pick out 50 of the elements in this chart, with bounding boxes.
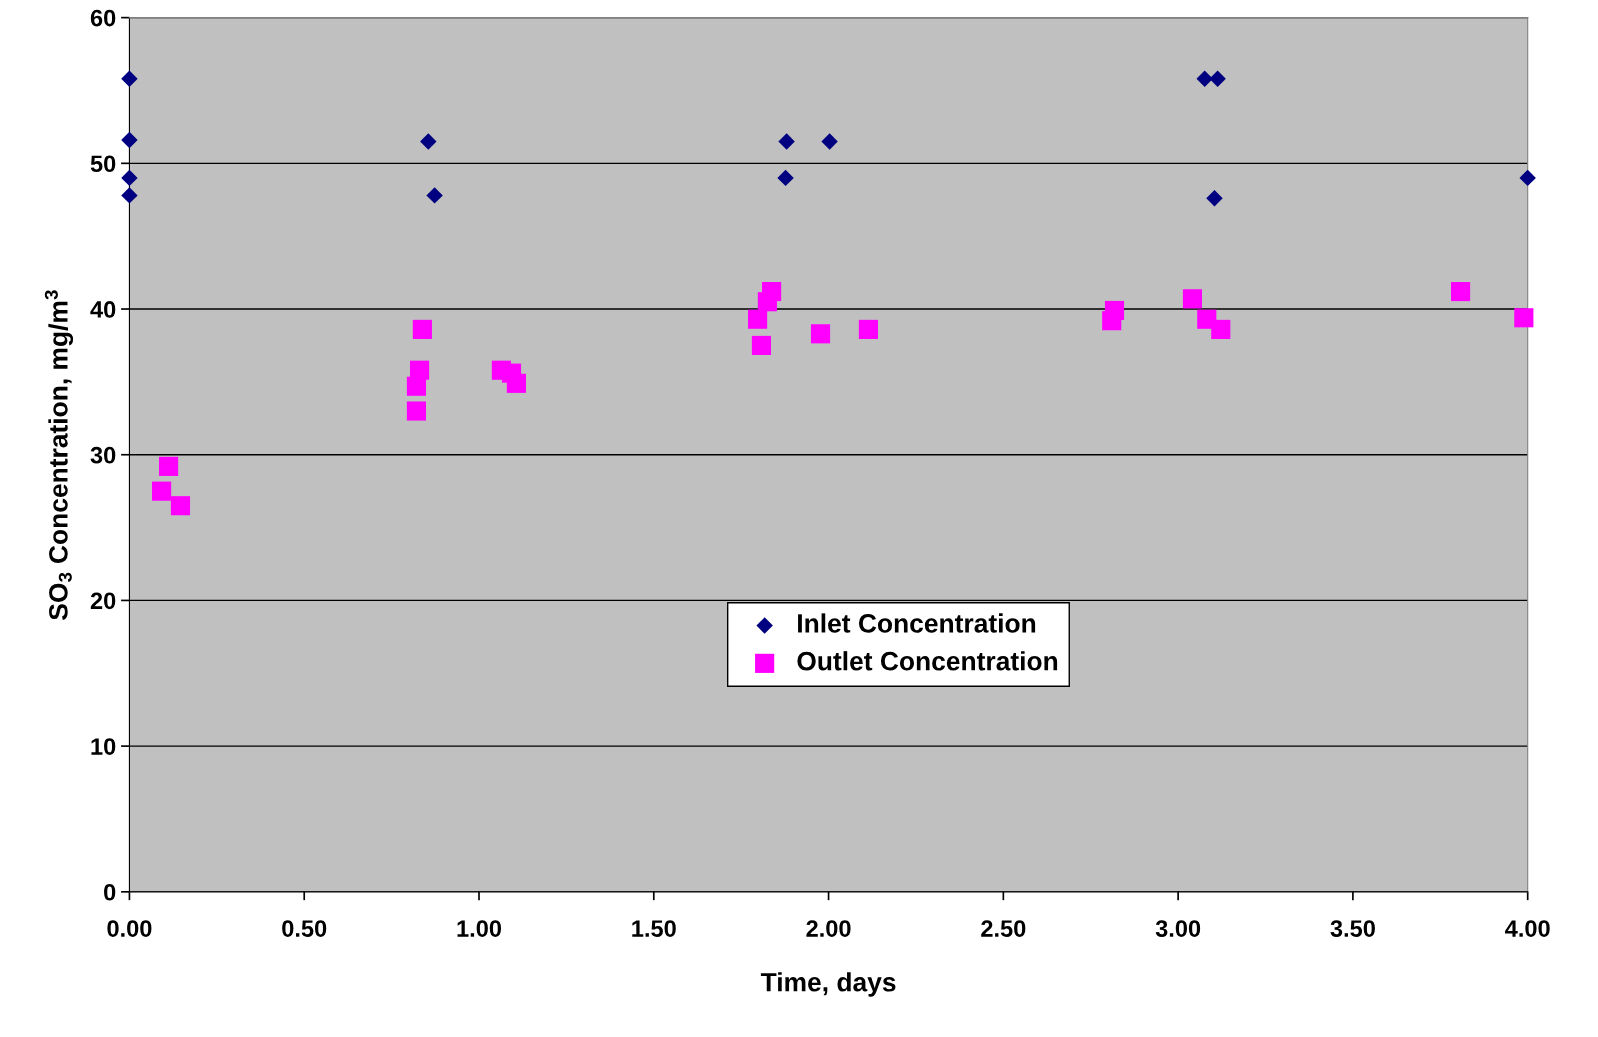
x-tick-label: 3.00: [1155, 920, 1201, 937]
point: [159, 456, 179, 476]
x-tick-label: 2.00: [806, 920, 851, 937]
point: [810, 324, 831, 344]
y-tick-label: 10: [91, 738, 116, 755]
point: [420, 133, 437, 150]
point: [406, 401, 426, 421]
point: [1514, 308, 1534, 328]
point: [1196, 70, 1213, 88]
point: [412, 319, 432, 339]
point: [121, 70, 138, 88]
x-tick-label: 1.00: [457, 920, 502, 937]
point: [121, 187, 138, 204]
x-axis-title: Time, days: [760, 972, 896, 997]
point: [751, 335, 772, 356]
point: [748, 309, 768, 329]
y-tick-label: 0: [104, 883, 116, 901]
y-axis-title: SO$_{3}$ Concentration, mg/m$^{3}$: [44, 290, 74, 620]
point: [858, 319, 878, 339]
point: [1104, 300, 1125, 321]
point: [1519, 169, 1536, 187]
y-tick-label: 30: [90, 446, 116, 464]
x-tick-label: 3.50: [1330, 920, 1375, 937]
x-tick-label: 0.00: [107, 920, 152, 937]
x-tick-label: 0.50: [282, 920, 327, 937]
point: [121, 169, 138, 187]
x-tick-label: 1.50: [632, 920, 676, 937]
point: [426, 187, 443, 204]
point: [170, 496, 191, 516]
legend-label: Outlet Concentration: [797, 651, 1058, 671]
y-tick-label: 50: [90, 155, 116, 173]
point: [121, 131, 138, 149]
point: [777, 169, 794, 187]
point: [1451, 281, 1471, 302]
y-tick-label: 40: [90, 301, 116, 318]
y-tick-label: 20: [90, 592, 116, 610]
legend-label: Inlet Concentration: [798, 613, 1036, 633]
point: [1211, 319, 1231, 339]
y-tick-label: 60: [90, 9, 116, 27]
point: [821, 133, 838, 150]
point: [1182, 289, 1203, 309]
point: [1206, 190, 1223, 207]
point: [506, 373, 526, 393]
x-tick-label: 4.00: [1505, 920, 1550, 937]
point: [410, 360, 430, 380]
x-tick-label: 2.50: [981, 920, 1026, 937]
point: [152, 481, 172, 501]
point: [778, 133, 795, 150]
point: [762, 281, 782, 302]
point: [1209, 70, 1226, 88]
